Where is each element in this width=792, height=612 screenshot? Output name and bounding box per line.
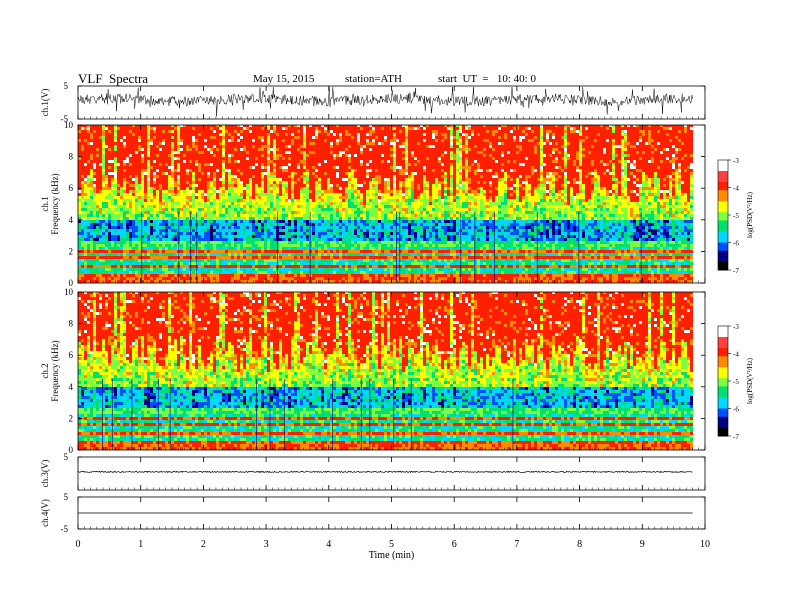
- ch1-waveform-ytick-label: 5: [64, 81, 69, 91]
- ch2-spectrogram-ytick-label: 10: [64, 287, 74, 297]
- xtick-label: 4: [326, 539, 331, 550]
- ch2-colorbar-tick-label: -4: [733, 351, 739, 359]
- ch2-spectrogram-channel-label: ch.2: [40, 363, 50, 378]
- ch1-colorbar-tick-label: -3: [733, 157, 739, 165]
- ch2-spectrogram-ytick-label: 0: [69, 445, 74, 455]
- ch2-spectrogram-ytick-label: 2: [69, 413, 74, 423]
- ch1-spectrogram: [77, 124, 706, 284]
- ch2-colorbar-tick-label: -5: [733, 378, 739, 386]
- xtick-label: 2: [201, 539, 206, 550]
- ch2-spectrogram-ytick-label: 4: [69, 382, 74, 392]
- time-axis: [77, 86, 706, 529]
- ch2-spectrogram-ytick-label: 8: [69, 319, 74, 329]
- xtick-label: 6: [452, 539, 457, 550]
- xtick-label: 7: [514, 539, 519, 550]
- ch2-colorbar-tick-label: -6: [733, 406, 739, 414]
- xtick-label: 1: [138, 539, 143, 550]
- ch1-colorbar-tick-label: -7: [733, 267, 739, 275]
- ch2-colorbar-tick-label: -3: [733, 323, 739, 331]
- ch1-colorbar: [717, 159, 731, 271]
- chart-title: VLF Spectra: [78, 71, 149, 86]
- ch1-waveform-trace: [77, 86, 693, 117]
- xtick-label: 8: [577, 539, 582, 550]
- ch1-colorbar-tick-label: -6: [733, 240, 739, 248]
- station-label: station=ATH: [345, 73, 402, 85]
- ch4-waveform-ytick-label: -5: [61, 524, 69, 534]
- ch3-waveform-trace: [77, 470, 693, 474]
- ch1-spectrogram-ylabel: Frequency (kHz): [50, 173, 60, 234]
- ch1-spectrogram-ytick-label: 8: [69, 152, 74, 162]
- x-axis-label: Time (min): [369, 550, 414, 561]
- ch1-colorbar-tick-label: -4: [733, 185, 739, 193]
- xtick-label: 0: [76, 539, 81, 550]
- xtick-label: 10: [700, 539, 710, 550]
- ch1-spectrogram-channel-label: ch.1: [40, 196, 50, 211]
- ch1-waveform-ylabel: ch.1(V): [40, 89, 50, 117]
- ch1-waveform-ytick-label: -5: [61, 114, 69, 124]
- ch2-spectrogram-ytick-label: 6: [69, 350, 74, 360]
- xtick-label: 3: [264, 539, 269, 550]
- xtick-label: 5: [389, 539, 394, 550]
- ch3-waveform-ylabel: ch.3(V): [40, 460, 50, 488]
- ch1-spectrogram-ytick-label: 6: [69, 183, 74, 193]
- ch1-colorbar-label: log(PSD(V²/Hz): [746, 191, 754, 238]
- ch2-colorbar-tick-label: -7: [733, 433, 739, 441]
- ch2-spectrogram-ylabel: Frequency (kHz): [50, 340, 60, 401]
- ch1-colorbar-tick-label: -5: [733, 212, 739, 220]
- ch1-spectrogram-ytick-label: 4: [69, 215, 74, 225]
- start-time-label: start UT = 10: 40: 0: [438, 73, 536, 85]
- ch2-colorbar: [717, 325, 731, 437]
- ch4-waveform-ytick-label: 5: [64, 492, 69, 502]
- ch1-spectrogram-ytick-label: 0: [69, 278, 74, 288]
- ch3-waveform-ytick-label: 5: [64, 452, 69, 462]
- ch1-spectrogram-ytick-label: 2: [69, 246, 74, 256]
- xtick-label: 9: [640, 539, 645, 550]
- ch4-waveform-ylabel: ch.4(V): [40, 499, 50, 527]
- ch2-spectrogram: [77, 291, 706, 451]
- ch1-spectrogram-ytick-label: 10: [64, 120, 74, 130]
- ch2-colorbar-label: log(PSD(V²/Hz): [746, 357, 754, 404]
- date-label: May 15, 2015: [253, 73, 315, 85]
